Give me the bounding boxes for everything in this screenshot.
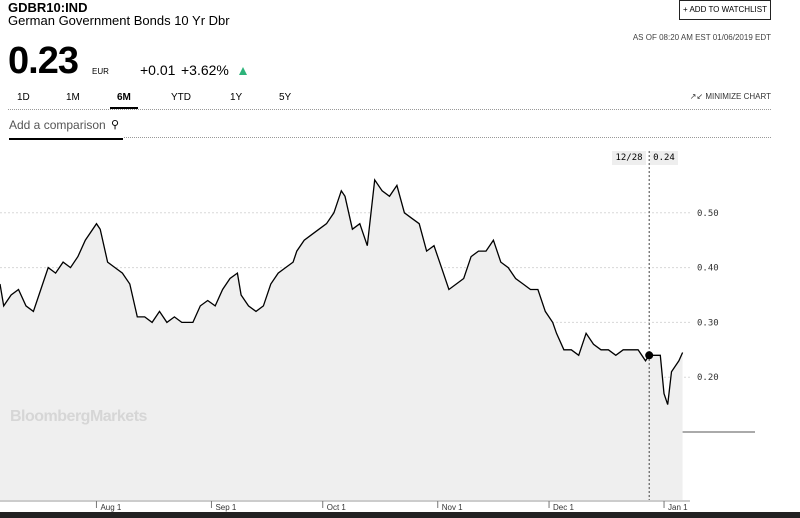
tooltip-value: 0.24 [650,151,678,165]
tab-1d[interactable]: 1D [17,92,30,103]
y-tick-label: 0.40 [697,264,719,274]
active-tab-indicator [110,107,138,109]
timebar-divider [8,109,771,110]
ticker-symbol: GDBR10:IND [8,0,88,15]
up-arrow-icon [239,67,247,75]
comparison-divider [124,137,771,138]
y-axis: 0.50 0.40 0.30 0.20 [697,209,719,383]
y-tick-label: 0.20 [697,373,719,383]
tab-1y[interactable]: 1Y [230,92,243,103]
instrument-name: German Government Bonds 10 Yr Dbr [8,13,230,28]
x-tick-label: Sep 1 [215,503,236,512]
tab-5y[interactable]: 5Y [279,92,292,103]
x-tick-label: Aug 1 [100,503,121,512]
add-to-watchlist-button[interactable]: + ADD TO WATCHLIST [679,0,771,20]
y-tick-label: 0.50 [697,209,719,219]
tooltip-date: 12/28 [612,151,646,165]
minimize-chart-button[interactable]: ↗↙ MINIMIZE CHART [690,92,771,101]
price-change-percent: +3.62% [181,62,229,78]
minimize-label: MINIMIZE CHART [705,92,771,101]
highlight-point [645,351,654,360]
price-line [0,178,684,405]
last-price: 0.23 [8,40,79,82]
x-axis: Aug 1 Sep 1 Oct 1 Nov 1 Dec 1 Jan 1 [0,500,690,512]
price-change: +0.01 [140,62,176,78]
bloomberg-markets-watermark: BloombergMarkets [10,408,147,425]
price-area-fill [0,179,683,500]
comparison-input[interactable]: Add a comparison [9,118,106,132]
tab-ytd[interactable]: YTD [171,92,191,103]
price-chart[interactable]: 0.50 0.40 0.30 0.20 Aug 1 Sep 1 Oct 1 Nov 1 Dec… [0,147,800,512]
currency-label: EUR [92,67,109,76]
comparison-search[interactable]: Add a comparison ⚲ [9,116,123,140]
x-tick-label: Jan 1 [668,503,688,512]
tab-6m[interactable]: 6M [117,92,131,103]
minimize-icon: ↗↙ [689,92,706,101]
x-tick-label: Oct 1 [327,503,347,512]
window-bottom-edge [0,512,800,518]
tab-1m[interactable]: 1M [66,92,80,103]
as-of-timestamp: AS OF 08:20 AM EST 01/06/2019 EDT [632,33,771,42]
search-icon[interactable]: ⚲ [111,119,120,131]
y-tick-label: 0.30 [697,318,719,328]
x-tick-label: Dec 1 [553,503,574,512]
x-tick-label: Nov 1 [442,503,463,512]
